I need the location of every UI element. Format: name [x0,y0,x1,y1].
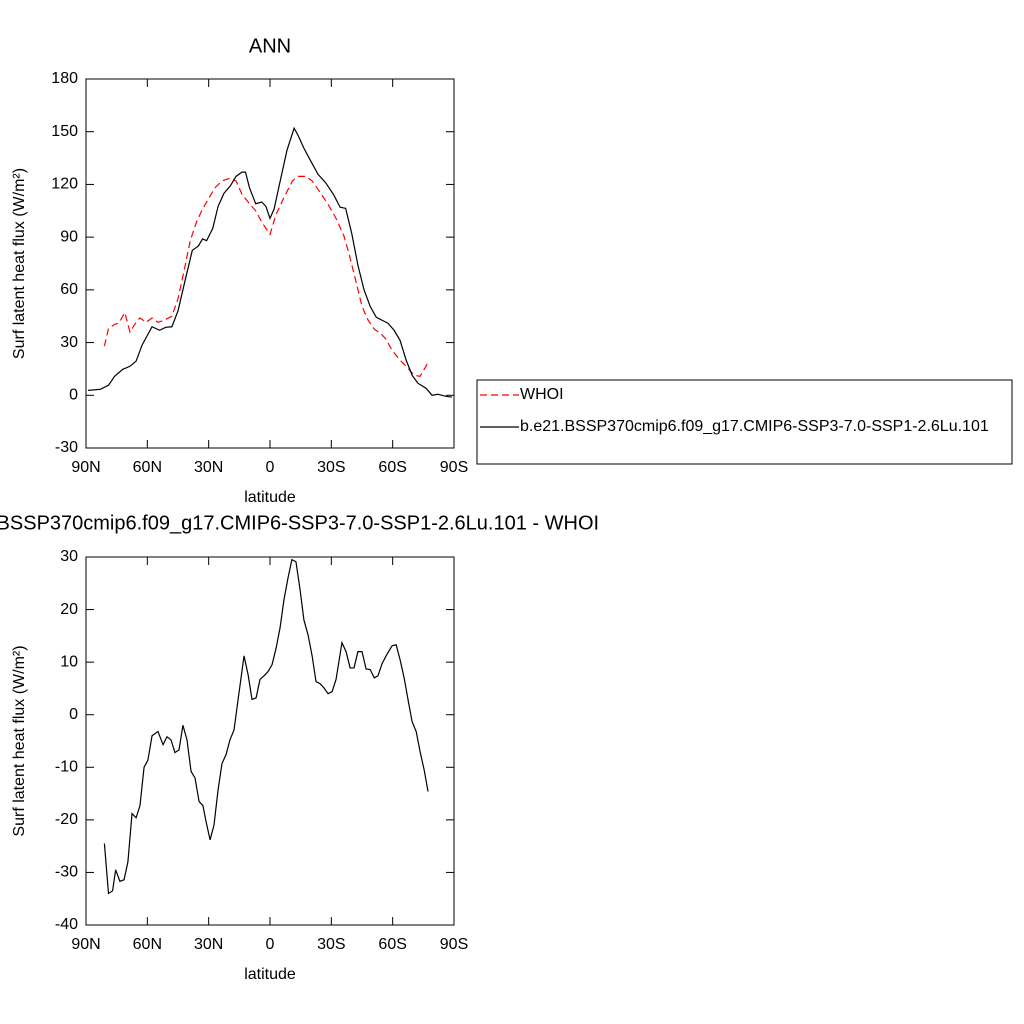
x-tick-label: 60N [133,936,162,953]
x-tick-label: 60S [378,936,406,953]
plot-frame [85,78,455,449]
y-tick-label: 0 [69,387,78,404]
y-tick-label: 10 [60,653,78,670]
legend-label: b.e21.BSSP370cmip6.f09_g17.CMIP6-SSP3-7.… [520,418,989,435]
data-line [103,175,429,377]
y-tick-label: -40 [55,916,78,933]
legend-label: WHOI [520,386,564,403]
data-line [87,126,453,398]
x-axis-label: latitude [244,966,296,983]
x-tick-label: 90S [440,459,468,476]
y-tick-label: 0 [69,706,78,723]
y-tick-label: 30 [60,548,78,565]
x-tick-label: 30S [317,936,345,953]
plot-frame [85,556,455,926]
x-tick-label: 90N [71,936,100,953]
y-axis-label: Surf latent heat flux (W/m²) [11,645,28,836]
chart-title: ANN [249,35,291,57]
chart-title: b.e21.BSSP370cmip6.f09_g17.CMIP6-SSP3-7.… [0,512,599,534]
x-tick-label: 90N [71,459,100,476]
x-tick-label: 60N [133,459,162,476]
y-tick-label: 60 [60,281,78,298]
y-tick-label: 20 [60,601,78,618]
x-tick-label: 30N [194,459,223,476]
y-tick-label: 90 [60,228,78,245]
legend-frame [476,379,1013,465]
y-tick-label: 180 [51,70,78,87]
x-tick-label: 60S [378,459,406,476]
y-axis-label: Surf latent heat flux (W/m²) [11,168,28,359]
y-tick-label: -20 [55,811,78,828]
x-tick-label: 90S [440,936,468,953]
x-tick-label: 0 [266,936,275,953]
y-tick-label: -10 [55,759,78,776]
y-tick-label: -30 [55,864,78,881]
x-axis-label: latitude [244,489,296,506]
y-tick-label: 150 [51,123,78,140]
x-tick-label: 30S [317,459,345,476]
y-tick-label: 120 [51,176,78,193]
y-tick-label: 30 [60,334,78,351]
data-line [103,558,429,895]
x-tick-label: 0 [266,459,275,476]
y-tick-label: -30 [55,439,78,456]
x-tick-label: 30N [194,936,223,953]
